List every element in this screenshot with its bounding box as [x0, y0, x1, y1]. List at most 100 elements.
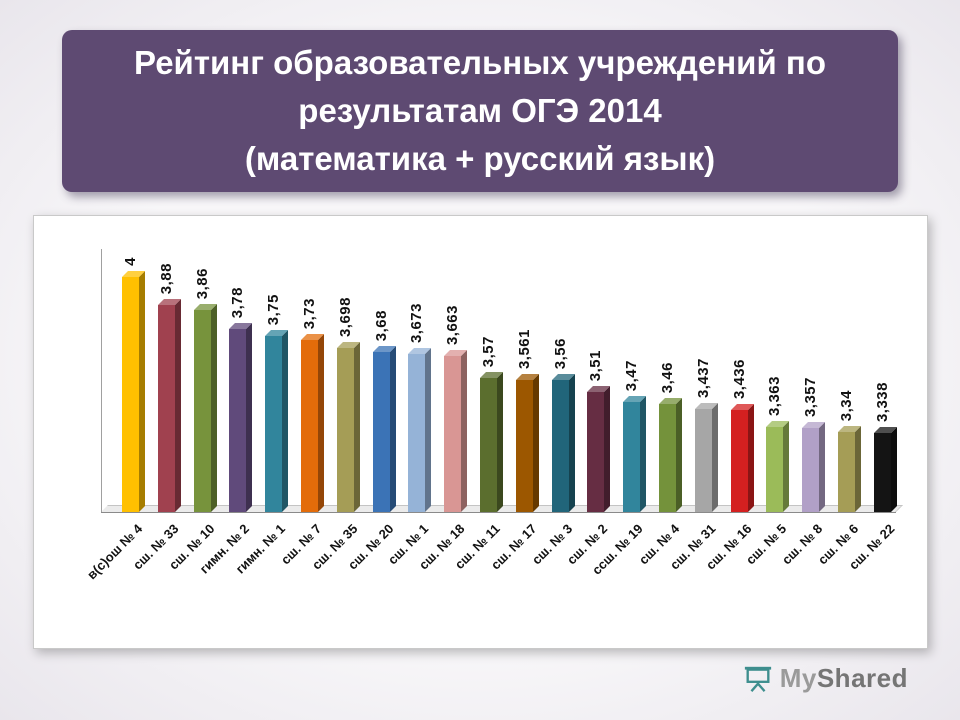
- bar-value-label: 3,663: [443, 304, 461, 345]
- bar-group: [265, 330, 288, 512]
- bar-group: [802, 422, 825, 512]
- slide-title-line-1: Рейтинг образовательных учреждений по: [134, 44, 826, 82]
- bar-value-label: 3,88: [157, 262, 175, 294]
- bar-value-label: 3,57: [479, 335, 497, 367]
- bar-side-face: [318, 334, 324, 512]
- bar-value-label: 3,436: [730, 358, 748, 399]
- bar-group: [408, 348, 431, 512]
- logo-text-shared: Shared: [816, 663, 908, 693]
- myshared-logo[interactable]: MyShared: [743, 663, 908, 694]
- bar-side-face: [569, 374, 575, 512]
- bar: [122, 277, 139, 512]
- bar-value-label: 3,363: [765, 375, 783, 416]
- bar-group: [766, 421, 789, 512]
- bar-side-face: [461, 350, 467, 512]
- bar-side-face: [175, 299, 181, 512]
- bar-group: [838, 426, 861, 512]
- bar-group: [659, 398, 682, 512]
- chart-y-axis-line: [101, 249, 102, 512]
- bar-chart: 4 в(с)ош № 4 3,88 сш. № 33 3,86 сш. № 10 3,78 г…: [34, 216, 927, 648]
- bar-side-face: [354, 342, 360, 512]
- bar-side-face: [748, 404, 754, 512]
- bar-side-face: [855, 426, 861, 512]
- bar: [623, 402, 640, 512]
- bar: [695, 409, 712, 512]
- slide-title-line-3: (математика + русский язык): [244, 139, 716, 177]
- bar-group: [158, 299, 181, 512]
- bar: [444, 356, 461, 512]
- bar-group: [731, 404, 754, 512]
- slide-title-line-2: результатам ОГЭ 2014: [298, 92, 662, 130]
- bar-group: [229, 323, 252, 512]
- bar: [731, 410, 748, 512]
- bar: [373, 352, 390, 512]
- bar: [802, 428, 819, 512]
- bar-group: [337, 342, 360, 512]
- bar-group: [122, 271, 145, 512]
- bar: [265, 336, 282, 512]
- bar: [838, 432, 855, 512]
- bar-value-label: 3,673: [407, 302, 425, 343]
- bar: [408, 354, 425, 512]
- bar-side-face: [139, 271, 145, 512]
- bar-side-face: [783, 421, 789, 512]
- bar-side-face: [712, 403, 718, 512]
- bar-side-face: [497, 372, 503, 512]
- bar: [587, 392, 604, 512]
- bar-value-label: 3,47: [622, 359, 640, 391]
- bar-group: [480, 372, 503, 512]
- bar-group: [516, 374, 539, 512]
- bar: [516, 380, 533, 512]
- bar-group: [194, 304, 217, 512]
- bar: [659, 404, 676, 512]
- bar-side-face: [640, 396, 646, 512]
- bar: [874, 433, 891, 512]
- bar-group: [444, 350, 467, 512]
- bar-group: [623, 396, 646, 512]
- projection-screen-icon: [744, 666, 771, 692]
- bar-side-face: [390, 346, 396, 512]
- bar: [229, 329, 246, 512]
- bar-value-label: 3,56: [551, 337, 569, 369]
- bar: [337, 348, 354, 512]
- bar: [766, 427, 783, 512]
- bar-group: [874, 427, 897, 512]
- title-banner: Рейтинг образовательных учреждений по ре…: [62, 30, 898, 192]
- bar-value-label: 3,51: [586, 349, 604, 381]
- bar-value-label: 3,68: [372, 309, 390, 341]
- bar-side-face: [819, 422, 825, 512]
- bar-side-face: [533, 374, 539, 512]
- bar: [194, 310, 211, 512]
- bar-value-label: 3,73: [300, 297, 318, 329]
- bar-group: [695, 403, 718, 512]
- bar-value-label: 3,357: [801, 376, 819, 417]
- bar-side-face: [891, 427, 897, 512]
- bar-side-face: [282, 330, 288, 512]
- bar-group: [301, 334, 324, 512]
- bar: [552, 380, 569, 512]
- chart-x-axis-line: [101, 512, 896, 513]
- logo-text: MyShared: [780, 663, 908, 694]
- bar-side-face: [211, 304, 217, 512]
- bar-value-label: 3,338: [873, 381, 891, 422]
- bar-group: [552, 374, 575, 512]
- bar: [301, 340, 318, 512]
- logo-text-my: My: [779, 663, 817, 693]
- bar: [480, 378, 497, 512]
- category-label: в(с)ош № 4: [83, 521, 146, 583]
- chart-panel: 4 в(с)ош № 4 3,88 сш. № 33 3,86 сш. № 10 3,78 г…: [33, 215, 928, 649]
- bar-value-label: 3,561: [515, 328, 533, 369]
- bar-value-label: 4: [121, 257, 139, 266]
- bar-value-label: 3,46: [658, 361, 676, 393]
- bar-side-face: [425, 348, 431, 512]
- bar-side-face: [246, 323, 252, 512]
- bar-group: [373, 346, 396, 512]
- bar-group: [587, 386, 610, 512]
- bar-value-label: 3,78: [228, 286, 246, 318]
- bar-side-face: [604, 386, 610, 512]
- bar-value-label: 3,75: [264, 293, 282, 325]
- bar-value-label: 3,86: [193, 267, 211, 299]
- bar: [158, 305, 175, 512]
- bar-value-label: 3,698: [336, 296, 354, 337]
